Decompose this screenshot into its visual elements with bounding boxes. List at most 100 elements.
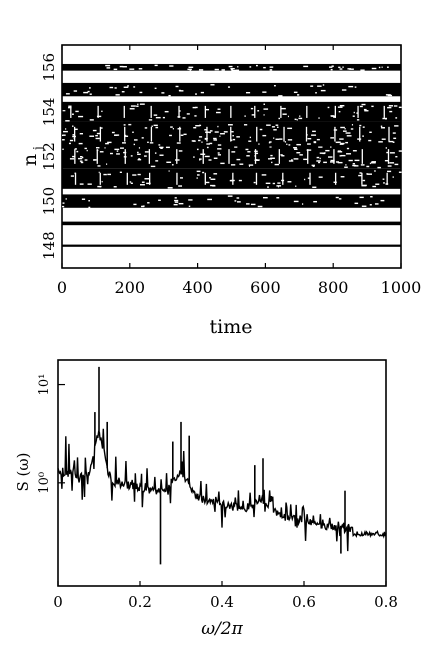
series-gap <box>148 172 151 185</box>
bottom-x-tick-label: 0.2 <box>128 593 152 611</box>
series-gap <box>119 65 124 68</box>
series-gap <box>361 172 363 185</box>
series-gap <box>389 162 395 164</box>
series-band <box>62 168 401 189</box>
series-gap <box>250 107 254 110</box>
series-gap <box>196 177 198 179</box>
series-gap <box>279 138 283 140</box>
series-gap <box>346 147 350 150</box>
series-gap <box>267 158 273 160</box>
series-gap <box>188 66 194 68</box>
series-gap <box>154 87 157 90</box>
series-gap <box>346 135 352 137</box>
series-gap <box>227 195 233 197</box>
series-gap <box>169 134 172 137</box>
series-gap <box>88 200 90 202</box>
series-gap <box>269 146 272 148</box>
series-gap <box>359 196 364 199</box>
series-gap <box>86 149 88 152</box>
series-gap <box>199 158 202 160</box>
series-gap <box>88 206 91 209</box>
series-gap <box>206 143 210 145</box>
spectrum-line <box>57 428 387 552</box>
series-gap <box>263 108 269 110</box>
series-gap <box>335 161 340 163</box>
series-gap <box>387 66 389 68</box>
series-gap <box>333 149 335 164</box>
series-gap <box>357 105 359 118</box>
series-gap <box>262 196 268 199</box>
series-gap <box>359 126 361 142</box>
series-gap <box>287 115 289 118</box>
series-gap <box>237 201 241 203</box>
series-gap <box>392 176 394 178</box>
series-gap <box>155 116 161 119</box>
series-gap <box>262 91 267 93</box>
series-gap <box>201 141 203 143</box>
top-y-tick-label: 148 <box>40 231 58 260</box>
series-gap <box>68 105 72 107</box>
series-gap <box>88 87 91 89</box>
series-gap <box>335 196 339 199</box>
series-gap <box>236 136 240 138</box>
series-gap <box>192 106 196 109</box>
series-gap <box>168 94 171 97</box>
series-gap <box>339 155 342 157</box>
series-gap <box>161 92 165 94</box>
series-gap <box>369 204 372 206</box>
series-gap <box>273 137 275 139</box>
series-gap <box>104 147 106 149</box>
series-gap <box>362 135 364 137</box>
series-gap <box>256 126 258 142</box>
series-gap <box>345 132 351 134</box>
series-gap <box>210 178 216 180</box>
series-gap <box>144 127 148 129</box>
series-gap <box>74 128 78 131</box>
series-gap <box>89 135 95 137</box>
series-gap <box>217 125 219 128</box>
series-gap <box>380 125 383 127</box>
series-gap <box>123 105 125 118</box>
series-gap <box>89 119 94 121</box>
series-band <box>62 221 401 226</box>
series-gap <box>159 146 164 149</box>
series-gap <box>137 103 139 106</box>
series-gap <box>113 186 117 188</box>
series-gap <box>114 87 117 89</box>
series-gap <box>189 69 192 71</box>
series-gap <box>114 134 118 136</box>
series-gap <box>144 151 149 153</box>
series-gap <box>169 65 174 67</box>
series-gap <box>209 131 211 134</box>
series-gap <box>394 163 399 166</box>
series-gap <box>214 131 219 133</box>
series-gap <box>236 158 241 161</box>
series-gap <box>174 201 179 203</box>
series-gap <box>153 114 158 116</box>
series-gap <box>295 185 297 187</box>
series-gap <box>320 89 326 92</box>
series-gap <box>352 163 355 165</box>
series-gap <box>103 173 107 176</box>
series-gap <box>361 149 363 164</box>
series-gap <box>159 154 164 156</box>
series-gap <box>204 137 208 140</box>
top-series-154 <box>62 101 402 122</box>
series-gap <box>155 126 159 129</box>
series-gap <box>287 181 292 183</box>
series-gap <box>245 91 251 94</box>
series-gap <box>229 179 234 182</box>
series-gap <box>248 165 251 167</box>
series-gap <box>368 139 372 142</box>
series-gap <box>282 113 287 115</box>
series-gap <box>309 172 311 185</box>
series-gap <box>318 161 321 164</box>
series-gap <box>239 163 244 165</box>
series-gap <box>299 115 301 117</box>
series-gap <box>130 105 136 107</box>
series-gap <box>141 205 144 208</box>
series-gap <box>247 151 251 153</box>
series-gap <box>230 68 235 70</box>
series-gap <box>398 106 402 109</box>
series-gap <box>243 124 248 126</box>
